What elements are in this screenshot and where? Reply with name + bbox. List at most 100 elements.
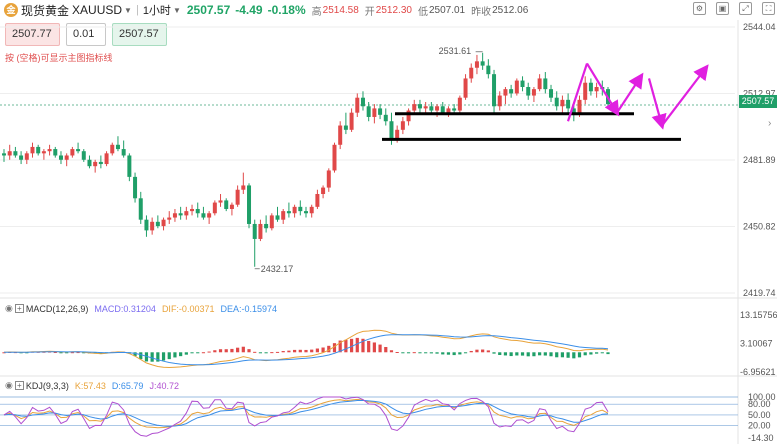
chevron-down-icon[interactable]: ▼: [124, 5, 132, 15]
candle-body: [247, 185, 252, 224]
candle-body: [338, 125, 343, 145]
macd-histogram-bar: [441, 352, 445, 355]
candle-body: [543, 78, 548, 90]
candle-body: [440, 106, 445, 113]
macd-histogram-bar: [201, 352, 206, 354]
macd-histogram-bar: [515, 352, 519, 356]
price-tick-label: 2419.74: [743, 288, 776, 298]
candle-body: [58, 155, 63, 160]
candle-body: [372, 108, 377, 117]
price-tick-label: 2512.97: [743, 88, 776, 98]
kdj-name[interactable]: KDJ(9,3,3): [25, 380, 69, 391]
candle-body: [2, 153, 6, 156]
candle-body: [298, 206, 303, 212]
eye-icon[interactable]: ◉: [5, 303, 13, 313]
quantity-input[interactable]: 0.01: [66, 23, 106, 46]
macd-histogram-bar: [355, 337, 359, 353]
candle-body: [93, 161, 98, 167]
symbol-code[interactable]: XAUUSD: [72, 3, 123, 17]
candle-body: [150, 221, 155, 231]
candle-body: [412, 104, 417, 111]
expand-icon[interactable]: ⤢: [739, 2, 752, 15]
macd-tick-label: 3.10067: [740, 339, 773, 349]
macd-histogram-bar: [70, 352, 74, 354]
price-tick-label: 2450.82: [743, 221, 776, 231]
macd-histogram-bar: [595, 352, 599, 354]
macd-histogram-bar: [572, 352, 576, 359]
candle-body: [115, 144, 120, 150]
open-label: 开: [364, 6, 375, 18]
macd-histogram-bar: [327, 345, 331, 353]
expand-box-icon[interactable]: +: [14, 381, 24, 390]
macd-histogram-bar: [560, 352, 565, 358]
buy-price-button[interactable]: 2507.57: [112, 23, 167, 46]
timeframe-select[interactable]: 1小时: [142, 5, 171, 17]
high-value: 2514.58: [322, 4, 359, 16]
kdj-tick-label: -14.30: [748, 433, 774, 443]
macd-histogram-bar: [429, 352, 433, 354]
candle-body: [360, 97, 365, 107]
macd-name[interactable]: MACD(12,26,9): [25, 303, 89, 314]
dif-value: DIF:-0.00371: [161, 303, 215, 314]
candle-body: [378, 108, 383, 115]
eye-icon[interactable]: ◉: [5, 380, 13, 390]
macd-histogram-bar: [65, 352, 69, 354]
candle-body: [212, 202, 217, 214]
candle-body: [286, 211, 291, 214]
candle-body: [36, 146, 41, 154]
sell-price-button[interactable]: 2507.77: [5, 23, 60, 46]
candle-body: [366, 106, 371, 117]
candle-body: [13, 151, 18, 156]
candle-body: [76, 149, 81, 152]
projection-segment: [566, 63, 589, 122]
candle-body: [509, 89, 514, 94]
candle-body: [315, 194, 320, 207]
chevron-down-icon[interactable]: ▼: [172, 5, 181, 15]
dif-line: [3, 329, 609, 369]
candle-body: [395, 129, 400, 139]
candle-body: [264, 223, 269, 229]
macd-histogram-bar: [463, 352, 468, 354]
macd-histogram-bar: [281, 351, 285, 353]
macd-histogram-bar: [406, 352, 411, 354]
dea-value: DEA:-0.15974: [220, 303, 278, 314]
macd-histogram-bar: [492, 352, 496, 354]
macd-histogram-bar: [589, 352, 593, 355]
symbol-name[interactable]: 现货黄金: [21, 3, 70, 18]
candle-body: [571, 108, 576, 115]
fullscreen-icon[interactable]: ⛶: [762, 2, 775, 15]
candle-body: [224, 200, 229, 209]
candle-body: [127, 155, 132, 177]
candle-body: [531, 89, 536, 96]
macd-tick-label: 13.15756: [740, 310, 777, 320]
candle-body: [497, 95, 502, 107]
candle-body: [560, 99, 565, 107]
j-value: J:40.72: [149, 380, 179, 391]
macd-histogram-bar: [156, 352, 160, 362]
collapse-arrow-icon[interactable]: ›: [768, 118, 772, 129]
macd-histogram-bar: [435, 352, 439, 354]
candle-body: [292, 206, 297, 214]
macd-histogram-bar: [224, 349, 228, 353]
macd-histogram-bar: [600, 352, 604, 354]
candle-body: [241, 185, 246, 190]
macd-histogram-bar: [384, 346, 388, 353]
candle-body: [343, 125, 348, 130]
candle-body: [452, 108, 457, 111]
candle-body: [400, 121, 405, 130]
macd-histogram-bar: [452, 352, 456, 356]
high-label: 高: [311, 6, 322, 18]
candle-body: [53, 149, 58, 156]
macd-histogram-bar: [446, 352, 451, 355]
candle-body: [229, 204, 234, 209]
candle-body: [577, 99, 582, 115]
screenshot-icon[interactable]: ▣: [716, 2, 729, 15]
open-value: 2512.30: [375, 4, 412, 16]
macd-histogram-bar: [344, 339, 348, 353]
macd-histogram-bar: [532, 352, 536, 357]
settings-icon[interactable]: ⚙: [693, 2, 706, 15]
expand-box-icon[interactable]: +: [14, 304, 24, 313]
macd-histogram-bar: [82, 352, 86, 354]
candle-body: [321, 187, 326, 195]
